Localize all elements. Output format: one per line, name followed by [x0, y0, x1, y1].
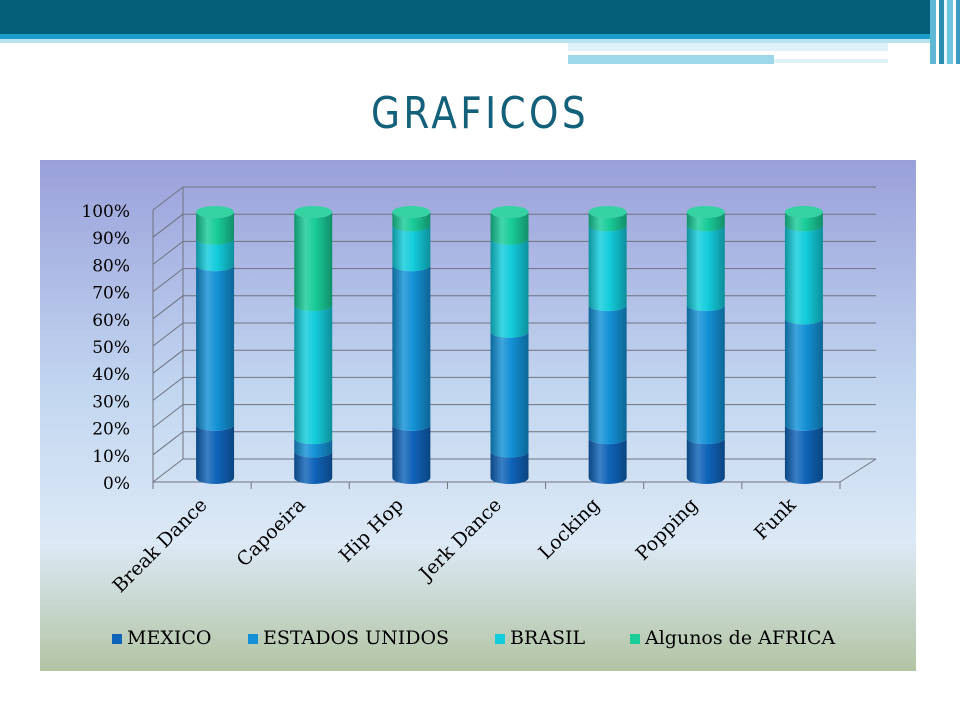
bar-segment — [196, 238, 235, 272]
legend-label: BRASIL — [510, 627, 586, 649]
y-tick-label: 10% — [92, 447, 130, 467]
x-tick-label: Jerk Dance — [414, 494, 506, 586]
gridline-side — [152, 268, 184, 292]
header-accent-line — [0, 34, 930, 39]
gridline-side — [152, 295, 184, 320]
bar-top-cap — [784, 206, 823, 218]
x-tick-label: Popping — [631, 494, 702, 565]
x-tick-label: Hip Hop — [335, 494, 408, 567]
stacked-bar-chart: 0% 10% 20% 30% 40% 50% 60% 70% 80% 90% 100% Break D… — [81, 186, 877, 649]
slide-title: GRAFICOS — [370, 88, 590, 139]
bar-segment — [784, 424, 823, 484]
header-deco-bar — [774, 59, 888, 63]
gridline-side — [152, 241, 184, 265]
legend-swatch — [495, 634, 505, 644]
bar-segment — [784, 318, 823, 431]
bar-segment — [196, 424, 235, 484]
bar-segment — [490, 238, 529, 338]
y-tick-label: 70% — [92, 284, 130, 304]
legend-label: ESTADOS UNIDOS — [263, 627, 449, 649]
bar-segment — [294, 451, 333, 484]
header-deco-bar — [568, 43, 888, 51]
gridline-side — [152, 377, 184, 401]
bar-segment — [686, 212, 725, 232]
bar-segment — [392, 225, 431, 272]
legend-label: Algunos de AFRICA — [644, 627, 835, 649]
y-tick-label: 0% — [103, 474, 130, 494]
bar-segment — [392, 265, 431, 431]
y-tick-label: 90% — [92, 229, 130, 249]
bar-segment — [196, 265, 235, 431]
bar-segment — [392, 424, 431, 484]
bar-segment — [294, 212, 333, 312]
legend-label: MEXICO — [127, 627, 211, 649]
bar-segment — [784, 212, 823, 232]
bar-segment — [784, 225, 823, 325]
bar-top-cap — [392, 206, 431, 218]
y-tick-label: 20% — [92, 420, 130, 440]
legend-swatch — [248, 634, 258, 644]
bar-segment — [392, 212, 431, 232]
header-band — [0, 0, 960, 34]
bar-segment — [588, 212, 627, 232]
gridline-side — [152, 186, 184, 211]
bar-segment — [588, 225, 627, 312]
header-deco-bar — [568, 55, 774, 64]
legend-swatch — [112, 634, 122, 644]
y-tick-label: 100% — [81, 202, 130, 222]
bar-segment — [686, 225, 725, 312]
y-tick-label: 50% — [92, 338, 130, 358]
floor-edge-right — [839, 458, 877, 483]
bar-top-cap — [588, 206, 627, 218]
header-deco-bar — [568, 51, 888, 54]
x-tick-label: Break Dance — [108, 494, 211, 597]
bar-segment — [490, 331, 529, 458]
x-tick-label: Funk — [750, 494, 801, 545]
floor-edge-left — [152, 458, 184, 483]
bar-segment — [490, 451, 529, 484]
bar-top-cap — [686, 206, 725, 218]
y-tick-label: 60% — [92, 311, 130, 331]
bar-segment — [588, 305, 627, 445]
bar-top-cap — [196, 206, 235, 218]
gridline-side — [152, 431, 184, 456]
y-tick-label: 40% — [92, 365, 130, 385]
x-tick-label: Capoeira — [233, 494, 310, 571]
gridline-side — [152, 322, 184, 347]
bar-segment — [686, 438, 725, 484]
header-accent-line-light — [0, 39, 930, 43]
bar-top-cap — [490, 206, 529, 218]
bar-segment — [686, 305, 725, 445]
gridline-side — [152, 404, 184, 428]
header-deco-stripes — [930, 0, 960, 64]
gridline-side — [152, 213, 184, 238]
bar-segment — [490, 212, 529, 245]
bar-segment — [294, 438, 333, 458]
gridline-side — [152, 349, 184, 374]
bar-segment — [196, 212, 235, 245]
bar-top-cap — [294, 206, 333, 218]
x-tick-label: Locking — [534, 494, 604, 564]
y-tick-label: 30% — [92, 392, 130, 412]
legend-swatch — [630, 634, 640, 644]
y-tick-label: 80% — [92, 256, 130, 276]
bar-segment — [588, 438, 627, 484]
bar-segment — [294, 305, 333, 445]
chart-area: 0% 10% 20% 30% 40% 50% 60% 70% 80% 90% 100% Break D… — [40, 160, 916, 671]
